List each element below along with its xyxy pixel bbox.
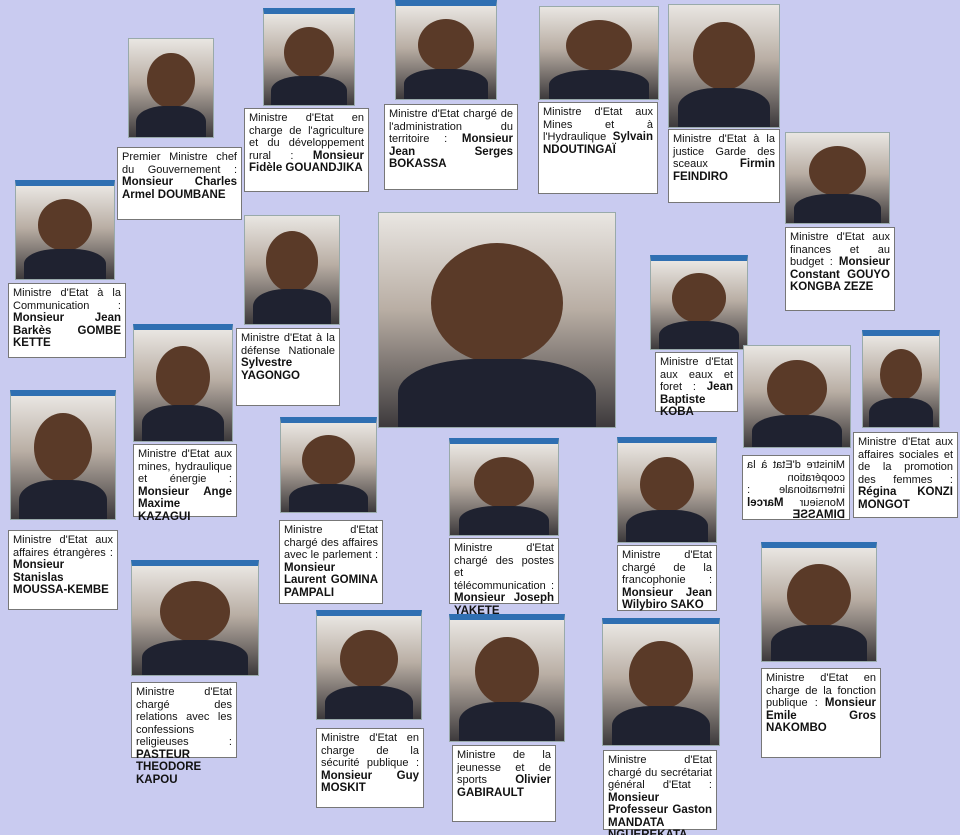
portrait (15, 180, 115, 280)
caption: Ministre d'Etat à la coopération interna… (742, 455, 850, 521)
role-text: Ministre d'Etat en charge de la sécurité… (321, 732, 419, 769)
person-name: Monsieur Fidèle GOUANDJIKA (249, 149, 364, 175)
person-name: Régina KONZI MONGOT (858, 486, 953, 511)
portrait (785, 132, 890, 224)
person-name: Monsieur Joseph YAKETE (454, 592, 554, 617)
role-text: Ministre de la jeunesse et de sports (457, 749, 551, 786)
role-text: Ministre d'Etat aux Mines et à l'Hydraul… (543, 106, 653, 143)
portrait (602, 618, 720, 746)
caption: Ministre d'Etat chargé des affaires avec… (279, 520, 383, 604)
person-name: Monsieur Professeur Gaston MANDATA NGUER… (608, 791, 712, 835)
role-text: Ministre d'Etat aux finances et au budge… (790, 231, 890, 268)
caption: Ministre d'Etat chargé des postes et tél… (449, 538, 559, 617)
role-text: Ministre d'Etat chargé des affaires avec… (284, 524, 378, 561)
portrait (743, 345, 851, 448)
role-text: Ministre d'Etat à la défense Nationale (241, 332, 335, 357)
person-name: Firmin FEINDIRO (673, 158, 775, 183)
president-photo (378, 212, 616, 428)
person-name: Monsieur Laurent GOMINA PAMPALI (284, 561, 378, 599)
person-name: Monsieur Stanislas MOUSSA-KEMBE (13, 559, 109, 596)
role-text: Ministre d'Etat aux mines, hydraulique e… (138, 448, 232, 485)
role-text: Ministre d'Etat aux affaires sociales et… (858, 436, 953, 486)
caption: Ministre d'Etat à la justice Garde des s… (668, 129, 780, 203)
role-text: Ministre d'Etat chargé de l'administrati… (389, 108, 513, 145)
portrait (449, 614, 565, 742)
person-name: Jean Baptiste KOBA (660, 381, 733, 418)
caption: Ministre d'Etat chargé de l'administrati… (384, 104, 518, 190)
portrait (650, 255, 748, 350)
portrait (280, 417, 377, 513)
portrait (862, 330, 940, 428)
caption: Premier Ministre chef du Gouvernement : … (117, 147, 242, 220)
portrait (539, 6, 659, 100)
caption: Ministre de la jeunesse et de sports Oli… (452, 745, 556, 822)
caption: Ministre d'Etat en charge de la sécurité… (316, 728, 424, 808)
caption: Ministre d'Etat à la défense Nationale S… (236, 328, 340, 406)
role-text: Premier Ministre chef du Gouvernement : (122, 151, 237, 176)
caption: Ministre d'Etat à la Communication : Mon… (8, 283, 126, 358)
role-text: Ministre d'Etat chargé des postes et tél… (454, 542, 554, 592)
person-name: Sylvain NDOUTINGAÏ (543, 131, 653, 156)
role-text: Ministre d'Etat chargé des relations ave… (136, 686, 232, 748)
person-name: Sylvestre YAGONGO (241, 357, 301, 382)
portrait (263, 8, 355, 106)
role-text: Ministre d'Etat à la justice Garde des s… (673, 133, 775, 170)
portrait (244, 215, 340, 325)
person-name: Monsieur Constant GOUYO KONGBA ZEZE (790, 256, 890, 293)
role-text: Ministre d'Etat aux affaires étrangères … (13, 534, 113, 559)
role-text: Ministre d'Etat en charge de la fonction… (766, 672, 876, 709)
portrait (133, 324, 233, 442)
person-name: Monsieur Jean Serges BOKASSA (389, 133, 513, 170)
person-name: Monsieur Guy MOSKIT (321, 769, 419, 795)
person-name: Monsieur Emile Gros NAKOMBO (766, 697, 876, 734)
caption: Ministre d'Etat aux eaux et foret : Jean… (655, 352, 738, 418)
person-name: Monsieur Ange Maxime KAZAGUI (138, 485, 232, 523)
caption: Ministre d'Etat en charge de l'agricultu… (244, 108, 369, 192)
caption: Ministre d'Etat aux affaires sociales et… (853, 432, 958, 518)
portrait (395, 0, 497, 100)
person-name: Olivier GABIRAULT (457, 774, 551, 799)
portrait (131, 560, 259, 676)
caption: Ministre d'Etat en charge de la fonction… (761, 668, 881, 758)
caption: Ministre d'Etat chargé de la francophoni… (617, 545, 717, 611)
role-text: Ministre d'Etat aux eaux et foret : (660, 356, 733, 393)
caption: Ministre d'Etat chargé du secrétariat gé… (603, 750, 717, 835)
role-text: Ministre d'Etat chargé de la francophoni… (622, 549, 712, 586)
caption: Ministre d'Etat aux affaires étrangères … (8, 530, 118, 610)
person-name: Monsieur Charles Armel DOUMBANE (122, 176, 237, 201)
portrait (668, 4, 780, 128)
portrait (316, 610, 422, 720)
person-name: Monsieur Jean Barkès GOMBE KETTE (13, 312, 121, 349)
portrait (617, 437, 717, 543)
portrait (128, 38, 214, 138)
person-name: PASTEUR THEODORE KAPOU (136, 748, 202, 786)
portrait (449, 438, 559, 536)
caption: Ministre d'Etat aux Mines et à l'Hydraul… (538, 102, 658, 194)
caption: Ministre d'Etat aux finances et au budge… (785, 227, 895, 311)
caption: Ministre d'Etat chargé des relations ave… (131, 682, 237, 786)
person-name: Monsieur Jean Wilybiro SAKO (622, 586, 712, 612)
role-text: Ministre d'Etat en charge de l'agricultu… (249, 112, 364, 162)
role-text: Ministre d'Etat chargé du secrétariat gé… (608, 754, 712, 791)
portrait (761, 542, 877, 662)
role-text: Ministre d'Etat à la Communication : (13, 287, 121, 312)
portrait (10, 390, 116, 520)
caption: Ministre d'Etat aux mines, hydraulique e… (133, 444, 237, 523)
